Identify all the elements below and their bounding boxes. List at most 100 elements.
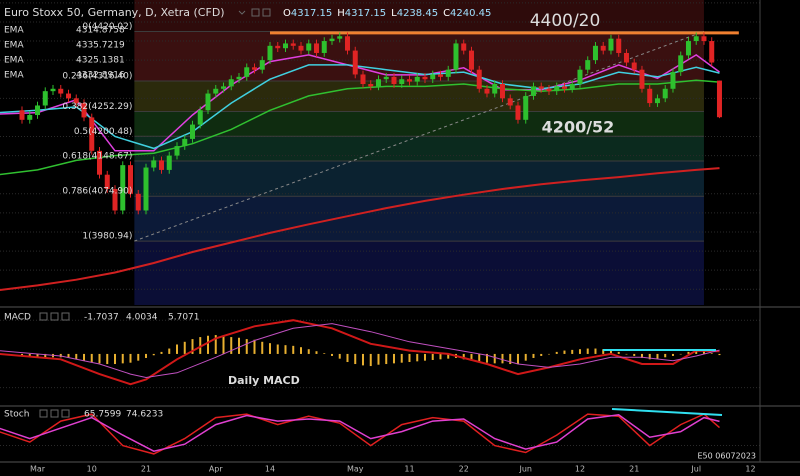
stoch-line — [0, 414, 720, 452]
x-tick-label: 21 — [141, 465, 151, 474]
histogram-bar — [462, 353, 465, 360]
candle-body — [492, 84, 498, 94]
candle-body — [259, 60, 265, 70]
legend-row-bg — [0, 39, 125, 51]
histogram-bar — [493, 353, 496, 364]
ohlc-value: 4240.45 — [450, 8, 491, 19]
histogram-bar — [594, 348, 597, 354]
histogram-bar — [346, 353, 349, 363]
candle-body — [422, 76, 428, 80]
candle-body — [515, 105, 521, 120]
candle-body — [678, 55, 684, 73]
histogram-bar — [137, 353, 140, 361]
candle-body — [344, 36, 350, 51]
candle-body — [298, 45, 304, 51]
ema-line — [0, 53, 720, 152]
candle-body — [73, 98, 79, 104]
histogram-bar — [129, 353, 132, 363]
histogram-bar — [121, 353, 124, 364]
ohlc-value: 4317.15 — [345, 8, 386, 19]
candle-body — [42, 91, 48, 106]
candle-body — [484, 88, 490, 94]
histogram-bar — [532, 353, 535, 358]
histogram-bar — [547, 353, 550, 355]
macd-line — [0, 323, 720, 379]
fib-level-label: 0.382(4252.29) — [62, 102, 132, 112]
x-tick-label: 21 — [629, 465, 639, 474]
legend-value: 4314.8758 — [76, 26, 125, 36]
legend-label: EMA — [4, 71, 24, 81]
ohlc-prefix: C — [443, 8, 450, 19]
fib-level-label: 0.5(4200.48) — [74, 127, 133, 137]
watermark: E50 06072023 — [698, 452, 757, 461]
candle-body — [81, 103, 87, 118]
histogram-bar — [609, 350, 612, 354]
x-tick-label: 22 — [459, 465, 469, 474]
histogram-bar — [284, 345, 287, 354]
candle-body — [19, 110, 25, 120]
histogram-bar — [710, 353, 713, 354]
legend-value: 4332.8916 — [76, 71, 125, 81]
candle-body — [313, 43, 319, 53]
macd-line — [0, 319, 720, 386]
legend-value: 4335.7219 — [76, 41, 125, 51]
histogram-bar — [214, 335, 217, 354]
histogram-bar — [28, 353, 31, 357]
fib-band — [134, 241, 704, 305]
histogram-bar — [509, 353, 512, 365]
chart-title: Euro Stoxx 50, Germany, D, Xetra (CFD) — [4, 6, 225, 19]
candle-body — [647, 88, 653, 104]
candle-body — [228, 79, 234, 87]
histogram-bar — [671, 353, 674, 356]
icon — [39, 409, 48, 418]
candle-body — [592, 45, 598, 61]
histogram-bar — [75, 353, 78, 360]
candle-body — [213, 88, 219, 94]
histogram-bar — [299, 347, 302, 354]
indicator-value: 65.7599 — [84, 410, 121, 420]
candle-body — [662, 88, 668, 99]
icon — [262, 8, 271, 17]
histogram-bar — [36, 353, 39, 357]
candle-body — [639, 69, 645, 89]
histogram-bar — [400, 353, 403, 363]
histogram-bar — [578, 349, 581, 354]
candle-body — [406, 79, 412, 82]
candle-body — [399, 79, 405, 85]
histogram-bar — [617, 351, 620, 354]
candle-body — [530, 86, 536, 96]
histogram-bar — [392, 353, 395, 364]
x-tick-label: Jul — [690, 465, 701, 474]
histogram-bar — [199, 337, 202, 354]
candle-body — [128, 165, 134, 194]
histogram-bar — [98, 353, 101, 364]
candle-body — [66, 93, 72, 99]
ema-line — [0, 64, 720, 150]
histogram-bar — [602, 349, 605, 354]
fib-level-label: 0(4420.02) — [82, 22, 132, 32]
histogram-bar — [145, 353, 148, 358]
candle-body — [631, 62, 637, 70]
candle-body — [321, 41, 327, 53]
candle-body — [220, 86, 226, 89]
candle-body — [585, 60, 591, 70]
candle-body — [616, 38, 622, 53]
candle-body — [189, 124, 195, 139]
candle-body — [476, 69, 482, 89]
annotation: 4400/20 — [530, 11, 601, 31]
ohlc-value: 4238.45 — [397, 8, 438, 19]
histogram-bar — [361, 353, 364, 366]
fib-level-label: 0.618(4148.67) — [62, 152, 132, 162]
ohlc-prefix: L — [391, 8, 397, 19]
histogram-bar — [206, 335, 209, 354]
x-tick-label: May — [347, 465, 364, 474]
histogram-bar — [168, 348, 171, 354]
candle-body — [554, 86, 560, 92]
stoch-line — [0, 413, 720, 455]
annotation: Daily MACD — [228, 374, 300, 387]
histogram-bar — [191, 339, 194, 354]
x-tick-label: Jun — [518, 465, 532, 474]
histogram-bar — [106, 353, 109, 365]
histogram-bar — [478, 353, 481, 363]
candle-body — [104, 174, 110, 190]
